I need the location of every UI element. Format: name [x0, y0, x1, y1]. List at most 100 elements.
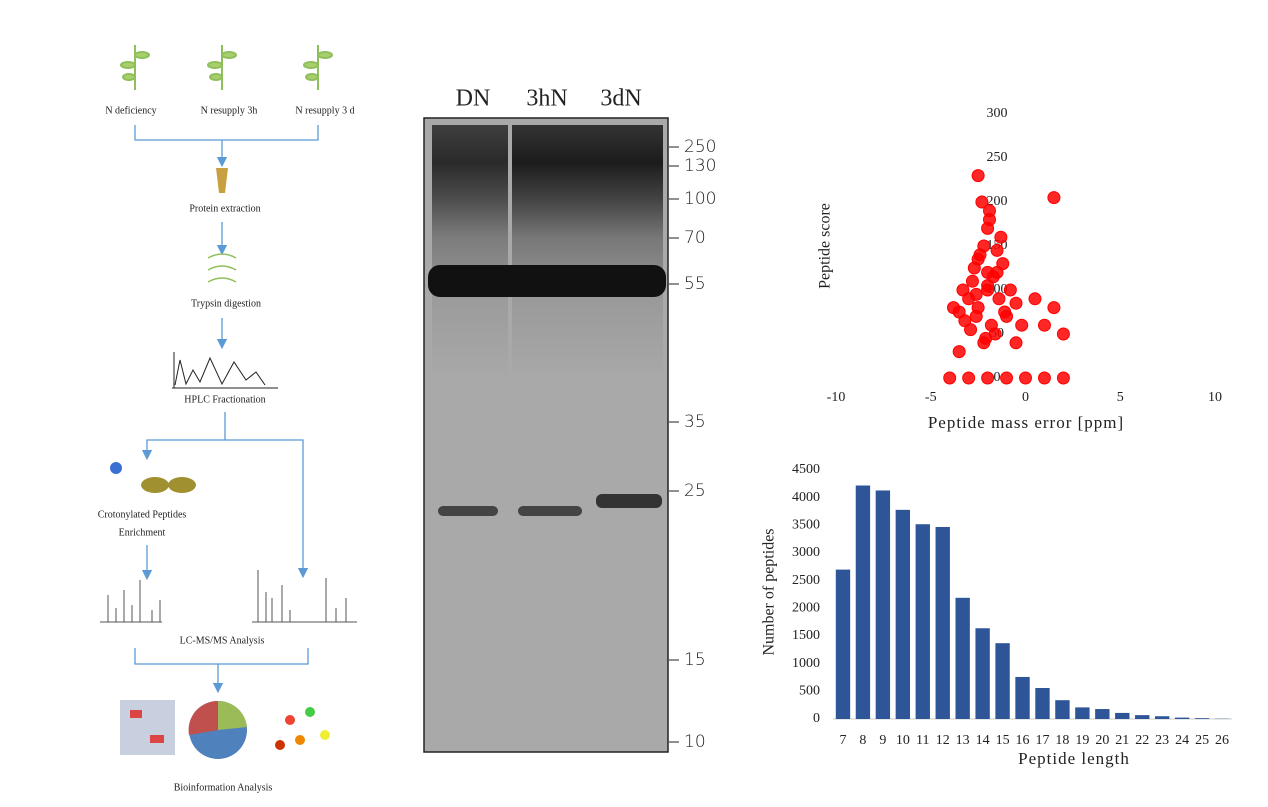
bar [995, 643, 1010, 719]
bar [1015, 676, 1030, 719]
x-tick-label: 23 [1155, 733, 1169, 748]
x-tick-label: 0 [1022, 390, 1029, 405]
point [981, 279, 995, 293]
x-tick-label: 14 [976, 733, 990, 748]
x-tick-label: -5 [925, 390, 937, 405]
bar [895, 509, 911, 719]
point [990, 243, 1004, 257]
x-tick-label: 10 [896, 733, 910, 748]
y-tick-label: 0 [813, 711, 820, 726]
y-axis-label: Number of peptides [761, 528, 778, 655]
y-tick-label: 3000 [792, 545, 820, 560]
point [1047, 191, 1061, 205]
bar [1055, 700, 1070, 719]
x-tick-label: 16 [1016, 733, 1030, 748]
x-tick-label: 7 [839, 733, 846, 748]
step-label: N resupply 3h [201, 105, 258, 116]
bar [1135, 715, 1150, 719]
y-axis-label: Peptide score [817, 203, 834, 289]
bar [835, 569, 851, 719]
x-tick-label: 21 [1115, 733, 1129, 748]
point [1037, 318, 1051, 332]
x-tick-label: -10 [827, 390, 846, 405]
x-tick-label: 12 [936, 733, 950, 748]
step-label: LC-MS/MS Analysis [180, 635, 265, 646]
bar [1095, 709, 1110, 719]
bar [1154, 716, 1170, 719]
point [1028, 292, 1042, 306]
x-tick-label: 9 [879, 733, 886, 748]
y-tick-label: 250 [987, 150, 1008, 165]
x-tick-label: 20 [1095, 733, 1109, 748]
marker-label: 35 [684, 412, 706, 432]
step-label: Enrichment [119, 527, 166, 538]
x-tick-label: 22 [1135, 733, 1149, 748]
marker-label: 70 [684, 228, 706, 248]
lane-label: DN [456, 86, 491, 112]
point [1009, 296, 1023, 310]
x-tick-label: 8 [859, 733, 866, 748]
point [981, 371, 995, 385]
point [952, 345, 966, 359]
point [969, 287, 983, 301]
point [1056, 371, 1070, 385]
step-label: Bioinformation Analysis [174, 782, 273, 793]
y-tick-label: 0 [994, 370, 1001, 385]
step-label: Crotonylated Peptides [98, 509, 187, 520]
lane-label: 3dN [600, 86, 641, 112]
x-tick-label: 15 [996, 733, 1010, 748]
step-label: HPLC Fractionation [184, 394, 265, 405]
point [982, 204, 996, 218]
y-tick-label: 2500 [792, 573, 820, 588]
point [971, 252, 985, 266]
marker-label: 10 [684, 732, 706, 752]
bar [1174, 717, 1190, 719]
x-axis-label: Peptide length [1018, 749, 1130, 768]
x-tick-label: 10 [1208, 390, 1222, 405]
western-blot [423, 117, 669, 753]
point [1009, 336, 1023, 350]
y-tick-label: 4500 [792, 462, 820, 477]
marker-label: 130 [684, 156, 716, 176]
marker-label: 25 [684, 481, 706, 501]
plants [120, 45, 333, 90]
point [943, 371, 957, 385]
point [1047, 301, 1061, 315]
marker-label: 55 [684, 274, 706, 294]
bar [855, 485, 871, 719]
bar [955, 597, 970, 719]
bar [1115, 712, 1130, 719]
x-tick-label: 26 [1215, 733, 1229, 748]
bar [1075, 707, 1090, 719]
x-tick-label: 19 [1075, 733, 1089, 748]
bar [915, 524, 930, 719]
bar [1194, 718, 1210, 719]
x-tick-label: 5 [1117, 390, 1124, 405]
point [994, 230, 1008, 244]
marker-label: 15 [684, 650, 706, 670]
bar [935, 526, 950, 719]
x-axis-label: Peptide mass error [ppm] [928, 413, 1124, 432]
point [962, 371, 976, 385]
lane-label: 3hN [526, 86, 567, 112]
y-tick-label: 500 [799, 684, 820, 699]
point [965, 274, 979, 288]
bar [875, 490, 891, 719]
point [992, 292, 1006, 306]
x-tick-label: 18 [1055, 733, 1069, 748]
marker-label: 100 [684, 189, 716, 209]
step-label: N deficiency [105, 105, 156, 116]
y-tick-label: 300 [987, 106, 1008, 121]
point [1000, 371, 1014, 385]
point [1015, 318, 1029, 332]
point [998, 305, 1012, 319]
y-tick-label: 2000 [792, 601, 820, 616]
point [946, 301, 960, 315]
y-tick-label: 1000 [792, 656, 820, 671]
y-tick-label: 3500 [792, 518, 820, 533]
step-label: Protein extraction [189, 203, 260, 214]
point [1037, 371, 1051, 385]
point [964, 323, 978, 337]
